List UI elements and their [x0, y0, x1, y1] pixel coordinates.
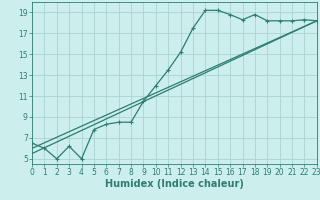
X-axis label: Humidex (Indice chaleur): Humidex (Indice chaleur) — [105, 179, 244, 189]
